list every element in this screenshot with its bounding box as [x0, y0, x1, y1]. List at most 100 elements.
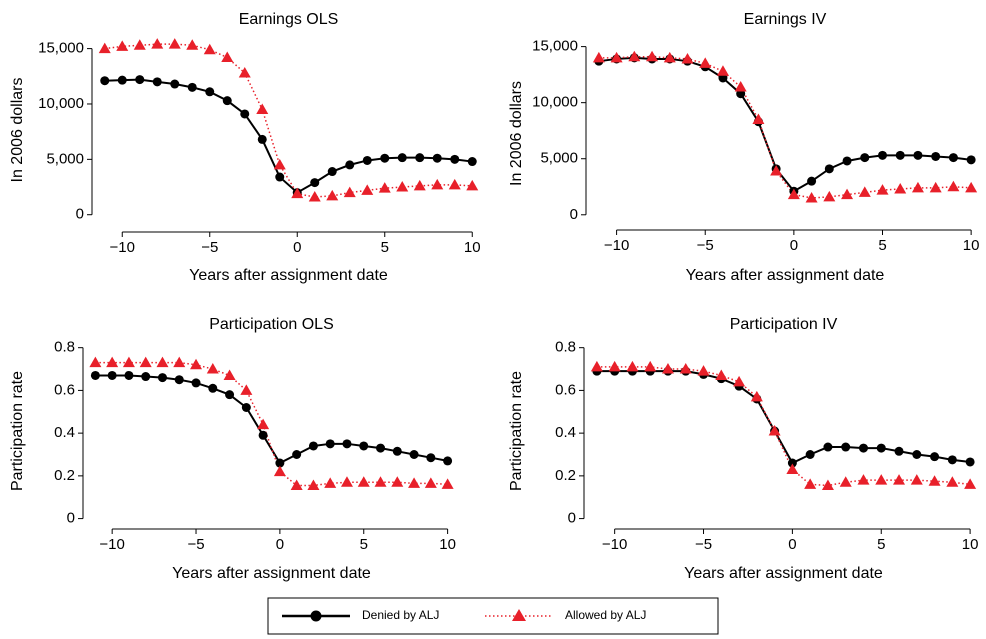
marker-circle — [913, 150, 923, 160]
x-axis-label: Years after assignment date — [684, 565, 883, 582]
marker-circle — [222, 96, 232, 106]
panel-title: Participation IV — [730, 316, 838, 333]
legend-label: Allowed by ALJ — [565, 608, 646, 622]
x-tick-label: 0 — [276, 536, 284, 553]
marker-circle — [257, 134, 267, 144]
series-line — [95, 374, 448, 465]
x-tick-label: −5 — [201, 239, 218, 256]
marker-circle — [141, 372, 151, 382]
marker-circle — [345, 160, 355, 170]
marker-triangle — [221, 51, 234, 62]
marker-circle — [397, 153, 407, 163]
marker-circle — [107, 370, 117, 380]
marker-triangle — [308, 190, 321, 202]
marker-circle — [805, 450, 815, 459]
marker-circle — [807, 176, 817, 186]
marker-triangle — [186, 39, 199, 50]
marker-triangle — [291, 187, 304, 199]
x-tick-label: 10 — [464, 239, 481, 256]
marker-triangle — [378, 182, 391, 193]
marker-triangle — [804, 478, 817, 489]
marker-triangle — [839, 476, 852, 487]
marker-triangle — [841, 188, 854, 200]
x-tick-label: −10 — [602, 536, 627, 553]
marker-triangle — [821, 479, 834, 490]
marker-triangle — [240, 384, 253, 395]
marker-circle — [208, 383, 218, 393]
series-line — [598, 55, 972, 199]
marker-circle — [947, 455, 957, 465]
marker-circle — [409, 450, 419, 459]
marker-triangle — [590, 360, 603, 372]
legend-label: Denied by ALJ — [362, 608, 439, 622]
marker-circle — [275, 458, 285, 468]
y-tick-label: 0.8 — [555, 339, 576, 356]
marker-triangle — [273, 465, 286, 477]
marker-triangle — [610, 51, 623, 63]
x-axis-label: Years after assignment date — [686, 267, 885, 284]
y-tick-label: 0.6 — [555, 381, 576, 398]
marker-triangle — [98, 42, 111, 54]
marker-triangle — [396, 181, 409, 192]
y-tick-label: 0 — [570, 206, 578, 223]
marker-triangle — [661, 363, 674, 374]
marker-triangle — [408, 477, 421, 488]
series-line — [104, 43, 473, 198]
y-axis-label: In 2006 dollars — [9, 78, 26, 183]
marker-triangle — [592, 51, 605, 63]
marker-triangle — [910, 474, 923, 485]
marker-circle — [187, 82, 197, 92]
marker-circle — [450, 154, 460, 164]
marker-circle — [325, 439, 335, 449]
marker-triangle — [876, 184, 889, 195]
marker-triangle — [206, 363, 219, 374]
marker-triangle — [116, 40, 129, 51]
marker-triangle — [357, 476, 370, 487]
marker-triangle — [646, 50, 659, 62]
marker-triangle — [424, 477, 437, 488]
marker-triangle — [256, 103, 269, 115]
marker-circle — [100, 76, 110, 86]
marker-circle — [930, 452, 940, 462]
marker-circle — [170, 79, 180, 89]
y-tick-label: 5,000 — [46, 150, 84, 167]
series-line — [104, 78, 473, 194]
marker-triangle — [168, 38, 181, 49]
marker-triangle — [894, 183, 907, 194]
marker-circle — [824, 164, 834, 174]
marker-circle — [205, 87, 215, 97]
marker-triangle — [928, 475, 941, 486]
marker-triangle — [644, 360, 657, 372]
marker-circle — [310, 178, 320, 188]
marker-triangle — [805, 191, 818, 203]
y-tick-label: 0.2 — [54, 467, 75, 484]
y-axis-label: Participation rate — [508, 371, 525, 491]
marker-circle — [432, 153, 442, 163]
x-axis-label: Years after assignment date — [189, 267, 388, 284]
marker-triangle — [752, 113, 765, 124]
legend-marker — [512, 609, 526, 621]
x-tick-label: 5 — [877, 536, 885, 553]
marker-triangle — [448, 178, 461, 190]
marker-triangle — [699, 57, 712, 68]
marker-triangle — [273, 158, 286, 170]
marker-triangle — [857, 474, 870, 485]
marker-triangle — [290, 479, 303, 490]
marker-circle — [860, 153, 870, 163]
marker-triangle — [787, 188, 800, 200]
marker-circle — [342, 439, 352, 449]
marker-circle — [912, 450, 922, 459]
marker-circle — [965, 457, 975, 467]
marker-circle — [225, 390, 235, 400]
marker-triangle — [770, 165, 783, 176]
marker-circle — [191, 378, 201, 388]
marker-circle — [841, 442, 851, 452]
marker-circle — [152, 77, 162, 87]
marker-triangle — [361, 184, 374, 195]
y-tick-label: 15,000 — [532, 38, 578, 55]
marker-triangle — [203, 43, 216, 55]
marker-triangle — [343, 186, 356, 198]
marker-triangle — [947, 180, 960, 192]
y-tick-label: 0 — [568, 510, 576, 527]
